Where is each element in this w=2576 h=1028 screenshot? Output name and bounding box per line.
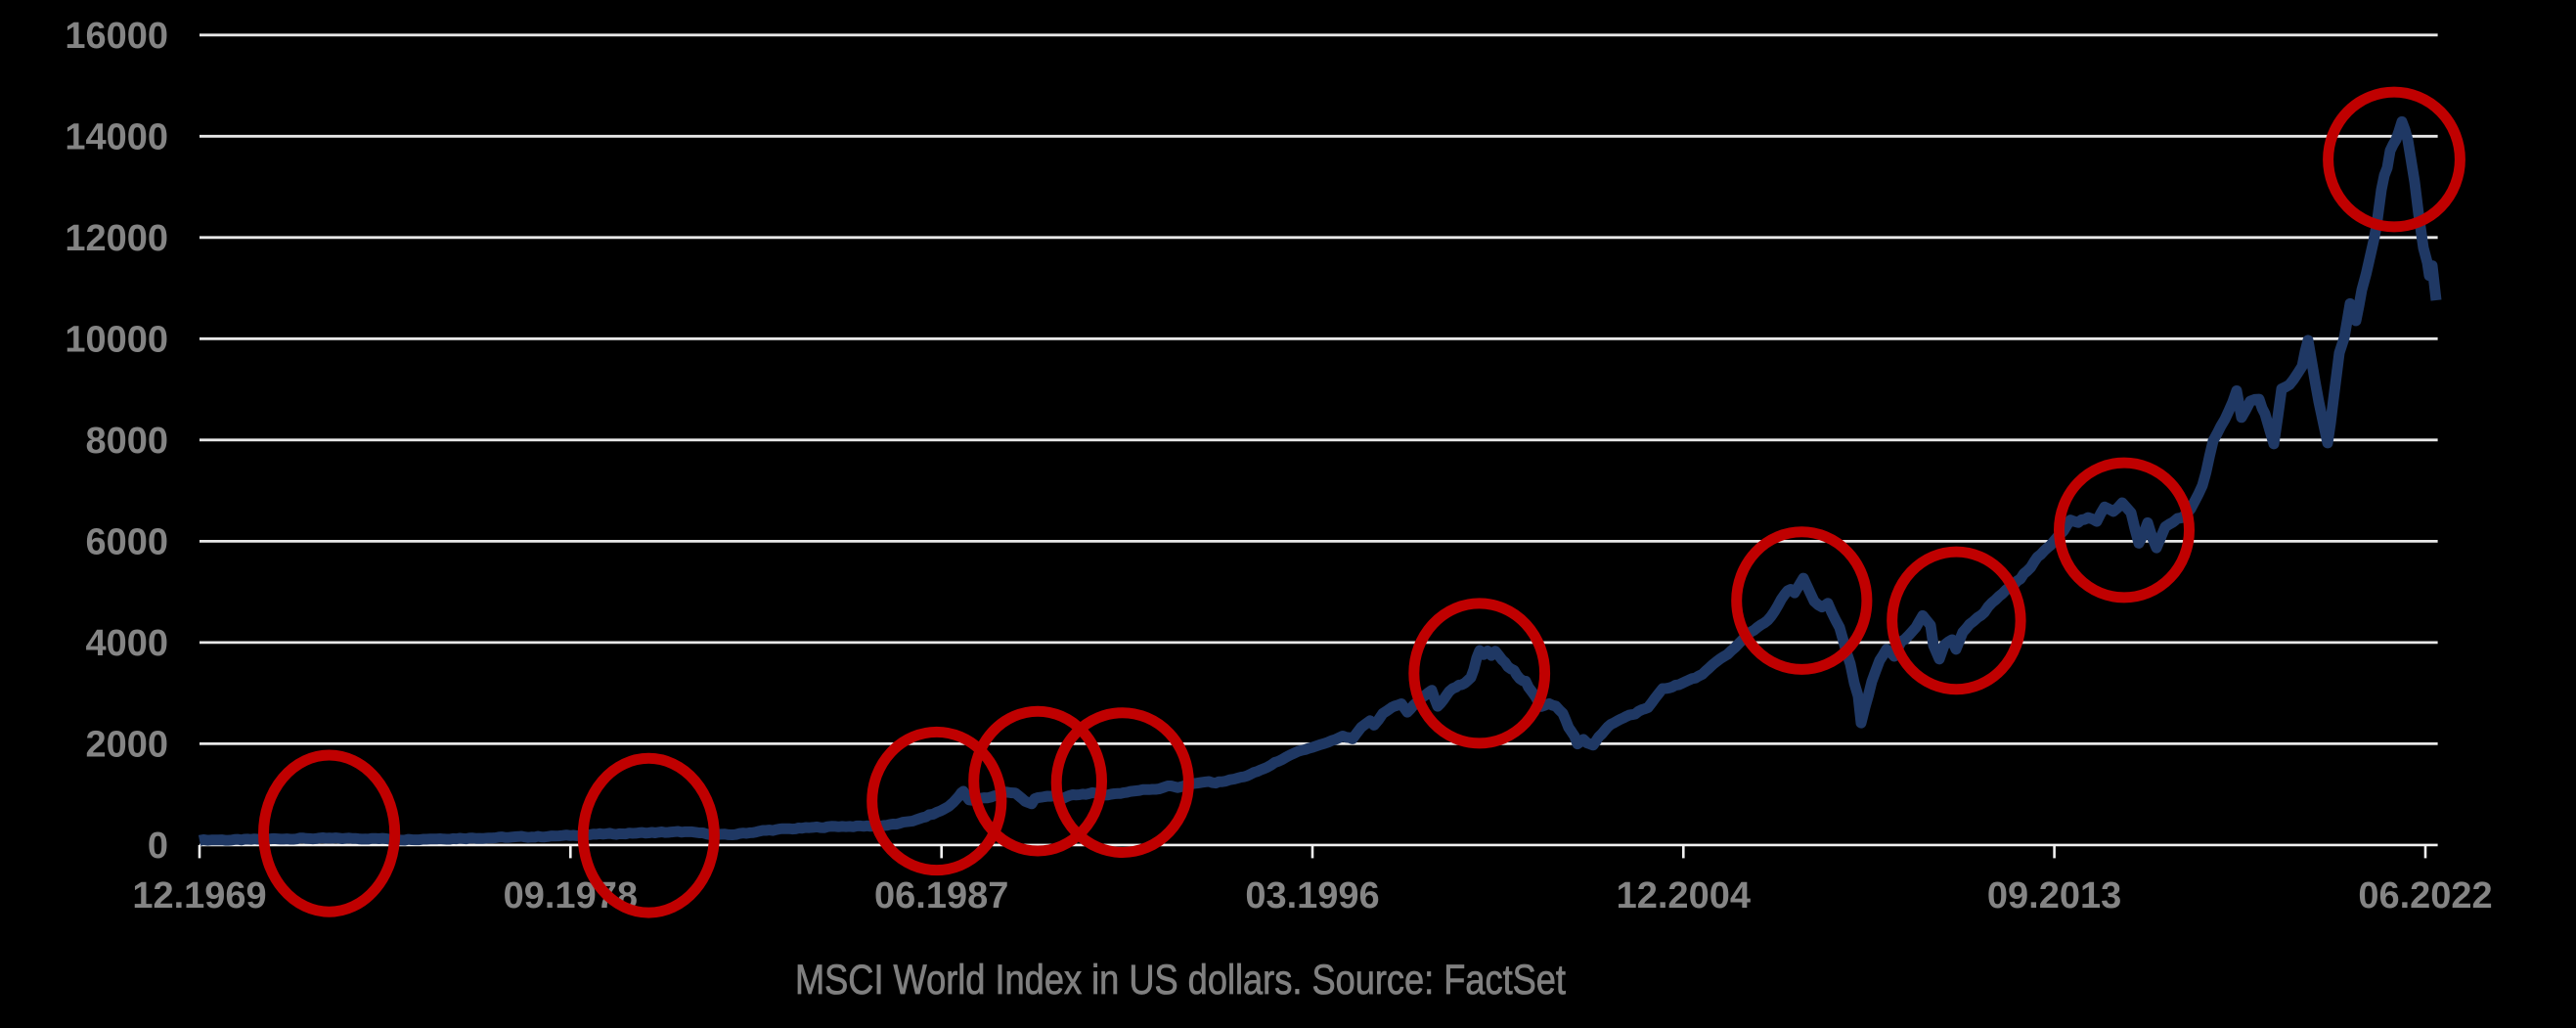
svg-text:06.2022: 06.2022 bbox=[2358, 875, 2492, 916]
svg-text:2000: 2000 bbox=[85, 724, 168, 765]
svg-text:0: 0 bbox=[148, 826, 168, 867]
svg-text:4000: 4000 bbox=[85, 623, 168, 664]
svg-text:6000: 6000 bbox=[85, 521, 168, 562]
svg-text:12.2004: 12.2004 bbox=[1617, 875, 1751, 916]
svg-text:12000: 12000 bbox=[65, 218, 168, 259]
svg-text:03.1996: 03.1996 bbox=[1245, 875, 1379, 916]
svg-text:16000: 16000 bbox=[65, 16, 168, 57]
svg-text:14000: 14000 bbox=[65, 116, 168, 157]
svg-text:8000: 8000 bbox=[85, 421, 168, 462]
svg-text:09.2013: 09.2013 bbox=[1987, 875, 2121, 916]
svg-text:09.1978: 09.1978 bbox=[504, 875, 638, 916]
svg-text:12.1969: 12.1969 bbox=[132, 875, 266, 916]
svg-text:10000: 10000 bbox=[65, 319, 168, 360]
svg-text:06.1987: 06.1987 bbox=[874, 875, 1008, 916]
svg-text:MSCI World Index in US dollars: MSCI World Index in US dollars. Source: … bbox=[795, 957, 1566, 1004]
